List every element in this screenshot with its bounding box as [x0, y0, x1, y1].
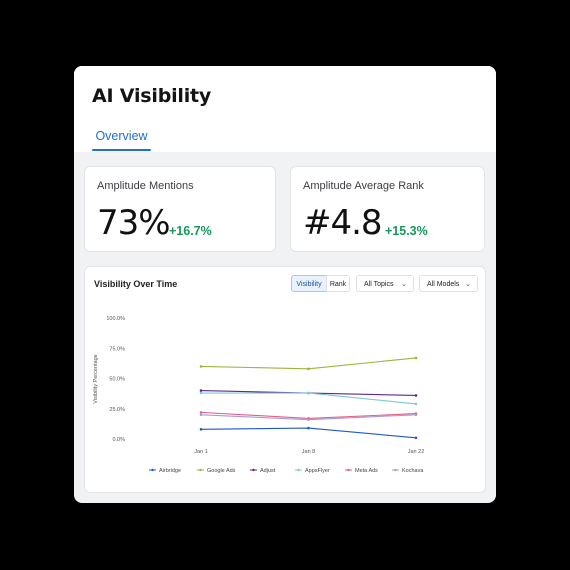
- chevron-down-icon: ⌄: [401, 281, 407, 288]
- legend-marker: [347, 468, 350, 472]
- metric-label: Amplitude Average Rank: [303, 180, 424, 192]
- legend-label: Airbridge: [159, 468, 181, 474]
- chart-title: Visibility Over Time: [94, 279, 178, 289]
- chevron-down-icon: ⌄: [465, 281, 471, 288]
- metric-card-mentions: Amplitude Mentions 73% +16.7%: [84, 166, 276, 252]
- rank-toggle-button[interactable]: Rank: [326, 275, 350, 292]
- y-tick-label: 0.0%: [112, 437, 125, 443]
- data-point: [414, 413, 418, 417]
- data-point: [414, 436, 418, 440]
- y-tick-label: 50.0%: [109, 377, 125, 383]
- models-dropdown[interactable]: All Models ⌄: [419, 275, 478, 292]
- y-axis-label: Visibility Percentage: [93, 354, 99, 403]
- page-title: AI Visibility: [92, 85, 212, 107]
- legend-marker: [252, 468, 255, 472]
- visibility-chart-card: Visibility Over Time Visibility Rank All…: [84, 266, 486, 493]
- series-line: [200, 427, 417, 439]
- series-line: [200, 357, 417, 370]
- tab-active-indicator: [92, 149, 151, 151]
- data-point: [307, 367, 310, 371]
- ai-visibility-card: AI Visibility Overview Amplitude Mention…: [74, 66, 496, 503]
- card-header: AI Visibility Overview: [74, 66, 496, 152]
- legend-label: Google Ads: [207, 468, 236, 474]
- metric-label: Amplitude Mentions: [97, 180, 194, 192]
- legend-label: Kochava: [402, 468, 424, 474]
- models-dropdown-value: All Models: [427, 281, 460, 288]
- data-point: [414, 394, 418, 397]
- visibility-toggle-button[interactable]: Visibility: [291, 275, 327, 292]
- data-point: [307, 426, 310, 430]
- data-point: [199, 389, 203, 392]
- data-point: [307, 391, 310, 395]
- y-tick-label: 100.0%: [106, 316, 125, 322]
- legend-label: AppsFlyer: [305, 468, 330, 474]
- metric-value: 73%: [97, 203, 171, 243]
- topics-dropdown-value: All Topics: [364, 281, 394, 288]
- data-point: [199, 391, 203, 395]
- metric-delta: +15.3%: [385, 224, 428, 238]
- data-point: [414, 356, 418, 360]
- data-point: [199, 365, 203, 368]
- y-tick-label: 25.0%: [109, 407, 125, 413]
- tab-overview[interactable]: Overview: [92, 129, 151, 151]
- metric-value: #4.8: [303, 203, 383, 243]
- legend-marker: [394, 468, 397, 472]
- metric-delta: +16.7%: [169, 224, 212, 238]
- tab-overview-label: Overview: [95, 129, 148, 143]
- y-tick-label: 75.0%: [109, 346, 125, 352]
- metric-card-average-rank: Amplitude Average Rank #4.8 +15.3%: [290, 166, 485, 252]
- x-tick-label: Jan 8: [302, 449, 315, 455]
- data-point: [199, 413, 203, 417]
- topics-dropdown[interactable]: All Topics ⌄: [356, 275, 414, 292]
- legend-marker: [297, 468, 300, 472]
- legend-label: Adjust: [260, 468, 276, 474]
- data-point: [199, 428, 203, 431]
- legend-label: Meta Ads: [355, 468, 378, 474]
- visibility-line-chart: 100.0% 75.0% 50.0% 25.0% 0.0% Visibility Perc…: [93, 316, 425, 474]
- data-point: [199, 411, 203, 414]
- legend-marker: [151, 468, 154, 472]
- x-tick-label: Jan 22: [408, 449, 425, 455]
- legend-marker: [199, 468, 202, 472]
- data-point: [414, 402, 418, 406]
- data-point: [307, 418, 310, 421]
- x-tick-label: Jan 1: [194, 449, 207, 455]
